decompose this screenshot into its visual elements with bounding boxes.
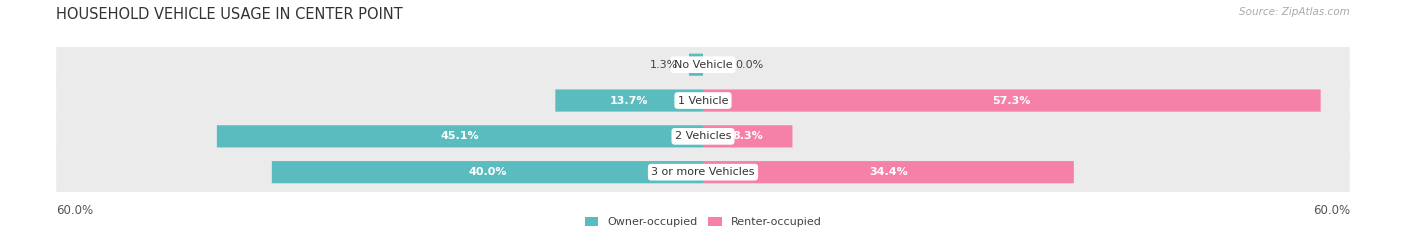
Text: 40.0%: 40.0%	[468, 167, 506, 177]
FancyBboxPatch shape	[217, 125, 703, 147]
Text: 57.3%: 57.3%	[993, 95, 1031, 106]
FancyBboxPatch shape	[56, 66, 1350, 135]
Text: 2 Vehicles: 2 Vehicles	[675, 131, 731, 141]
FancyBboxPatch shape	[56, 138, 1350, 206]
Text: 0.0%: 0.0%	[735, 60, 763, 70]
FancyBboxPatch shape	[703, 125, 793, 147]
Text: 13.7%: 13.7%	[610, 95, 648, 106]
Text: HOUSEHOLD VEHICLE USAGE IN CENTER POINT: HOUSEHOLD VEHICLE USAGE IN CENTER POINT	[56, 7, 404, 22]
FancyBboxPatch shape	[56, 31, 1350, 99]
FancyBboxPatch shape	[703, 161, 1074, 183]
Text: No Vehicle: No Vehicle	[673, 60, 733, 70]
Text: 1 Vehicle: 1 Vehicle	[678, 95, 728, 106]
FancyBboxPatch shape	[555, 89, 703, 112]
Text: 3 or more Vehicles: 3 or more Vehicles	[651, 167, 755, 177]
Text: 60.0%: 60.0%	[56, 204, 93, 217]
Text: 60.0%: 60.0%	[1313, 204, 1350, 217]
FancyBboxPatch shape	[703, 89, 1320, 112]
FancyBboxPatch shape	[689, 54, 703, 76]
FancyBboxPatch shape	[56, 102, 1350, 170]
Text: Source: ZipAtlas.com: Source: ZipAtlas.com	[1239, 7, 1350, 17]
Legend: Owner-occupied, Renter-occupied: Owner-occupied, Renter-occupied	[585, 216, 821, 227]
Text: 45.1%: 45.1%	[440, 131, 479, 141]
Text: 1.3%: 1.3%	[650, 60, 678, 70]
Text: 34.4%: 34.4%	[869, 167, 908, 177]
Text: 8.3%: 8.3%	[733, 131, 763, 141]
FancyBboxPatch shape	[271, 161, 703, 183]
